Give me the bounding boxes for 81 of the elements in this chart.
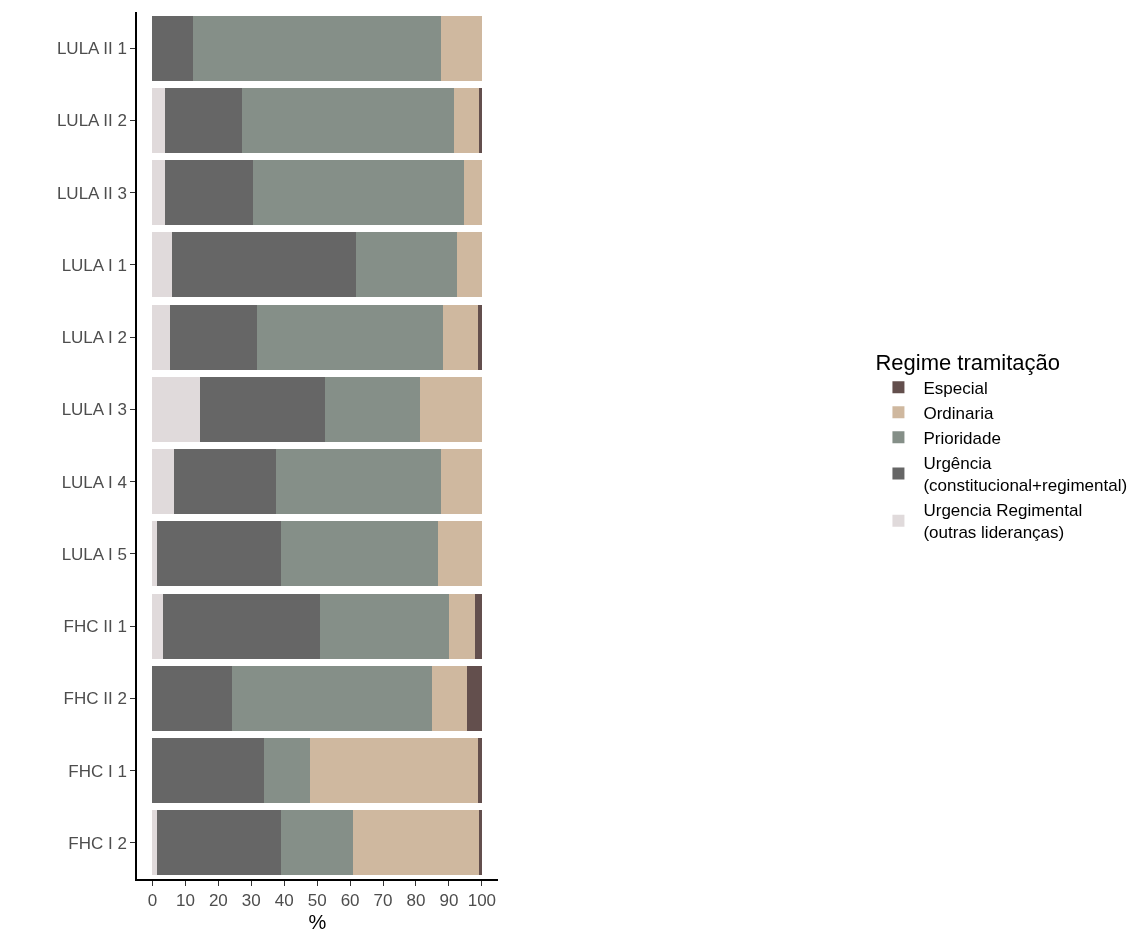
y-tick-label: LULA I 1	[61, 255, 127, 275]
bar	[152, 449, 174, 515]
bar	[457, 232, 482, 298]
bar	[419, 376, 482, 442]
y-tick-label: LULA I 2	[61, 328, 127, 348]
bar	[264, 738, 311, 804]
bar	[152, 665, 232, 731]
y-tick-label: LULA I 4	[61, 472, 127, 492]
bar	[280, 810, 353, 876]
y-tick-label: FHC I 1	[68, 761, 127, 781]
bar	[479, 810, 482, 876]
y-tick-label: LULA I 5	[61, 544, 127, 564]
bar	[441, 15, 482, 81]
bar	[152, 521, 158, 587]
legend-label: Urgência (constitucional+regimental)	[923, 454, 1128, 496]
legend-title: Regime tramitação	[875, 349, 1061, 375]
bar	[152, 232, 172, 298]
bar	[173, 449, 277, 515]
legend-label: Prioridade	[923, 428, 1001, 448]
bar	[152, 810, 157, 876]
bar	[454, 87, 480, 153]
bar	[156, 810, 281, 876]
bar	[479, 87, 482, 153]
legend-label: Especial	[923, 378, 988, 398]
bar	[256, 304, 443, 370]
bar	[463, 160, 482, 226]
bar	[152, 304, 171, 370]
y-tick-label: LULA I 3	[61, 400, 127, 420]
bar	[474, 593, 482, 659]
bar	[152, 160, 166, 226]
bar	[231, 665, 433, 731]
x-tick-label: 70	[373, 891, 393, 911]
bar	[152, 593, 164, 659]
bar	[325, 376, 420, 442]
y-tick-label: LULA II 3	[56, 183, 127, 203]
bar	[152, 15, 193, 81]
y-tick-label: FHC II 1	[63, 617, 127, 637]
bar	[448, 593, 475, 659]
bar	[276, 449, 442, 515]
bar	[157, 521, 281, 587]
bar	[319, 593, 449, 659]
x-tick-label: 40	[274, 891, 294, 911]
x-tick-label: 10	[175, 891, 195, 911]
x-axis-title: %	[308, 911, 327, 934]
bar	[442, 304, 479, 370]
bar	[165, 87, 243, 153]
bar	[171, 232, 357, 298]
bar	[478, 738, 482, 804]
y-tick-label: LULA II 1	[56, 39, 127, 59]
x-tick-label: 90	[439, 891, 459, 911]
bar	[170, 304, 257, 370]
bar	[478, 304, 482, 370]
bar	[356, 232, 458, 298]
bar	[242, 87, 455, 153]
bar	[441, 449, 482, 515]
x-tick-label: 0	[147, 891, 158, 911]
x-tick-label: 50	[307, 891, 327, 911]
bar	[467, 665, 482, 731]
bar	[280, 521, 438, 587]
x-tick-label: 80	[406, 891, 426, 911]
bar	[432, 665, 468, 731]
y-tick-label: FHC I 2	[68, 833, 127, 853]
bar	[165, 160, 254, 226]
legend-label: Urgencia Regimental (outras lideranças)	[923, 501, 1083, 543]
x-tick-label: 20	[208, 891, 228, 911]
x-tick-label: 30	[241, 891, 261, 911]
y-tick-label: FHC II 2	[63, 689, 127, 709]
bar	[163, 593, 320, 659]
bar	[192, 15, 442, 81]
y-tick-label: LULA II 2	[56, 111, 127, 131]
bar	[352, 810, 480, 876]
bar	[152, 376, 200, 442]
x-tick-label: 60	[340, 891, 360, 911]
bar	[199, 376, 326, 442]
bar	[152, 87, 166, 153]
bar	[310, 738, 479, 804]
bar	[437, 521, 482, 587]
bar	[152, 738, 265, 804]
x-tick-label: 100	[467, 891, 497, 911]
bar	[253, 160, 464, 226]
legend-label: Ordinaria	[923, 403, 994, 423]
